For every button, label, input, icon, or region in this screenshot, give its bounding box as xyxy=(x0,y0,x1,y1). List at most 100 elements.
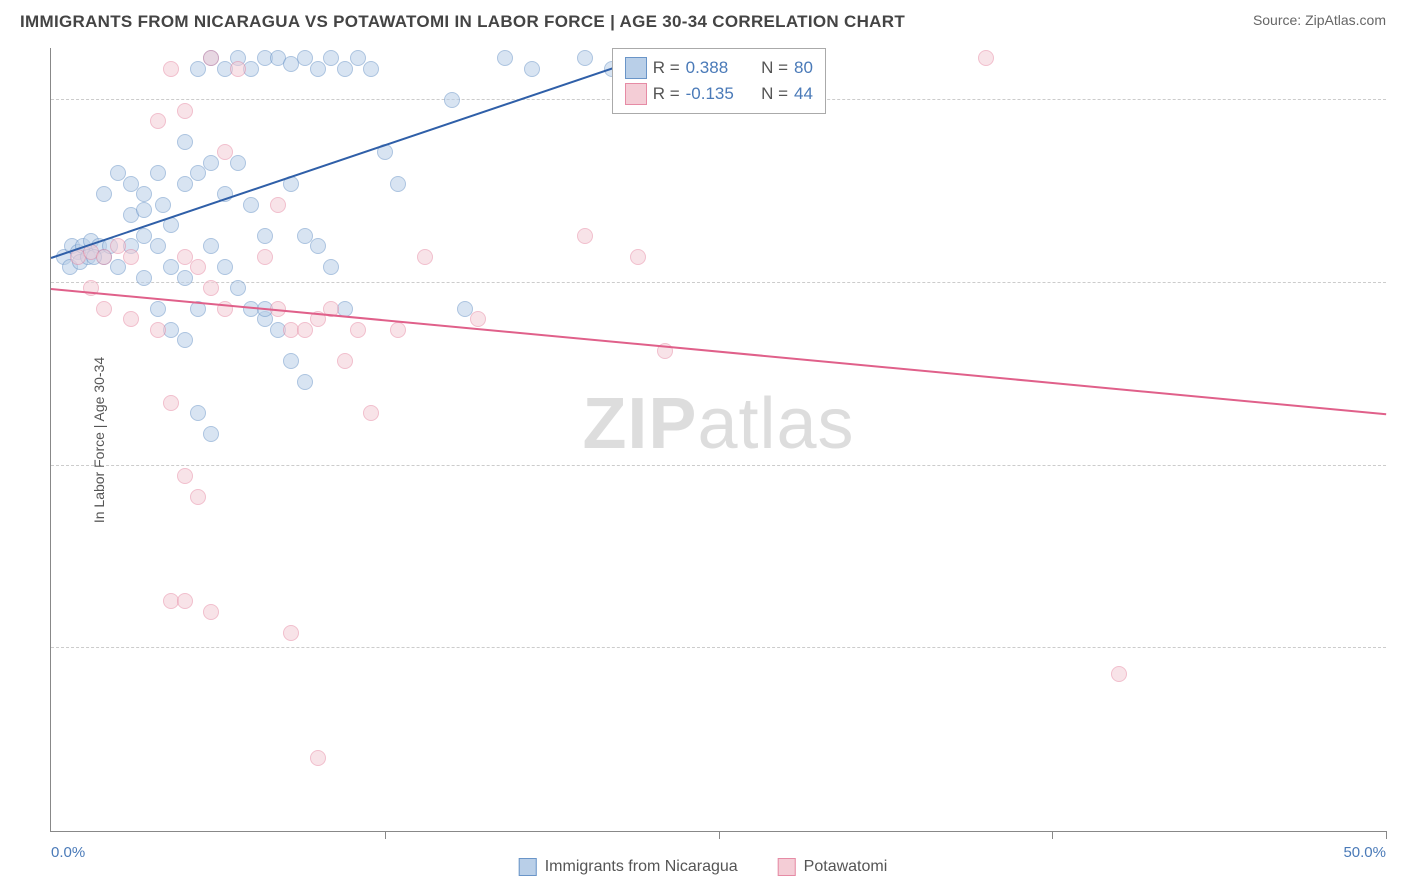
legend-row: R = -0.135 N = 44 xyxy=(625,81,813,107)
y-axis-tick-label: 47.5% xyxy=(1396,640,1406,657)
x-axis-tick xyxy=(385,831,386,839)
data-point xyxy=(417,249,433,265)
x-axis-label-min: 0.0% xyxy=(51,844,85,861)
x-axis-tick xyxy=(1386,831,1387,839)
data-point xyxy=(1111,666,1127,682)
data-point xyxy=(257,228,273,244)
data-point xyxy=(390,322,406,338)
series-legend: Immigrants from Nicaragua Potawatomi xyxy=(519,858,888,876)
trend-line xyxy=(51,288,1386,415)
series-legend-item: Potawatomi xyxy=(778,858,888,876)
data-point xyxy=(363,405,379,421)
data-point xyxy=(350,322,366,338)
data-point xyxy=(190,259,206,275)
data-point xyxy=(150,322,166,338)
legend-r-label: R = xyxy=(653,84,680,104)
data-point xyxy=(217,259,233,275)
legend-r-value: 0.388 xyxy=(686,58,746,78)
data-point xyxy=(217,144,233,160)
data-point xyxy=(203,155,219,171)
plot-area: 100.0%82.5%65.0%47.5% xyxy=(51,48,1386,831)
data-point xyxy=(297,322,313,338)
data-point xyxy=(203,280,219,296)
data-point xyxy=(177,468,193,484)
data-point xyxy=(136,202,152,218)
data-point xyxy=(297,374,313,390)
data-point xyxy=(203,238,219,254)
data-point xyxy=(323,259,339,275)
data-point xyxy=(257,249,273,265)
data-point xyxy=(136,270,152,286)
data-point xyxy=(363,61,379,77)
data-point xyxy=(203,50,219,66)
data-point xyxy=(123,311,139,327)
data-point xyxy=(203,604,219,620)
data-point xyxy=(190,489,206,505)
legend-r-label: R = xyxy=(653,58,680,78)
data-point xyxy=(177,593,193,609)
data-point xyxy=(283,353,299,369)
data-point xyxy=(177,332,193,348)
data-point xyxy=(283,625,299,641)
correlation-legend: R = 0.388 N = 80R = -0.135 N = 44 xyxy=(612,48,826,114)
gridline xyxy=(51,465,1386,466)
data-point xyxy=(96,186,112,202)
chart-source: Source: ZipAtlas.com xyxy=(1253,12,1386,28)
data-point xyxy=(123,249,139,265)
data-point xyxy=(470,311,486,327)
legend-swatch xyxy=(625,57,647,79)
data-point xyxy=(110,259,126,275)
data-point xyxy=(310,238,326,254)
data-point xyxy=(190,405,206,421)
data-point xyxy=(230,61,246,77)
data-point xyxy=(150,113,166,129)
data-point xyxy=(136,186,152,202)
data-point xyxy=(190,61,206,77)
gridline xyxy=(51,647,1386,648)
data-point xyxy=(577,50,593,66)
legend-n-value: 80 xyxy=(794,58,813,78)
data-point xyxy=(630,249,646,265)
y-axis-tick-label: 65.0% xyxy=(1396,457,1406,474)
legend-n-value: 44 xyxy=(794,84,813,104)
legend-swatch xyxy=(778,858,796,876)
gridline xyxy=(51,282,1386,283)
data-point xyxy=(497,50,513,66)
data-point xyxy=(150,165,166,181)
data-point xyxy=(177,103,193,119)
y-axis-tick-label: 82.5% xyxy=(1396,274,1406,291)
data-point xyxy=(177,270,193,286)
data-point xyxy=(190,165,206,181)
series-legend-item: Immigrants from Nicaragua xyxy=(519,858,738,876)
data-point xyxy=(310,750,326,766)
chart-header: IMMIGRANTS FROM NICARAGUA VS POTAWATOMI … xyxy=(0,0,1406,40)
data-point xyxy=(230,280,246,296)
data-point xyxy=(177,176,193,192)
x-axis-label-max: 50.0% xyxy=(1343,844,1386,861)
data-point xyxy=(203,426,219,442)
legend-row: R = 0.388 N = 80 xyxy=(625,55,813,81)
data-point xyxy=(390,176,406,192)
data-point xyxy=(243,197,259,213)
data-point xyxy=(150,301,166,317)
y-axis-tick-label: 100.0% xyxy=(1396,92,1406,109)
data-point xyxy=(96,301,112,317)
data-point xyxy=(96,249,112,265)
trend-line xyxy=(51,58,639,258)
data-point xyxy=(524,61,540,77)
x-axis-tick xyxy=(1052,831,1053,839)
data-point xyxy=(150,238,166,254)
data-point xyxy=(444,92,460,108)
legend-n-label: N = xyxy=(752,58,788,78)
chart-area: In Labor Force | Age 30-34 100.0%82.5%65… xyxy=(50,48,1386,832)
legend-n-label: N = xyxy=(752,84,788,104)
legend-swatch xyxy=(625,83,647,105)
data-point xyxy=(155,197,171,213)
data-point xyxy=(270,197,286,213)
chart-title: IMMIGRANTS FROM NICARAGUA VS POTAWATOMI … xyxy=(20,12,905,32)
x-axis-tick xyxy=(719,831,720,839)
data-point xyxy=(163,61,179,77)
legend-swatch xyxy=(519,858,537,876)
series-legend-label: Immigrants from Nicaragua xyxy=(545,858,738,876)
legend-r-value: -0.135 xyxy=(686,84,746,104)
